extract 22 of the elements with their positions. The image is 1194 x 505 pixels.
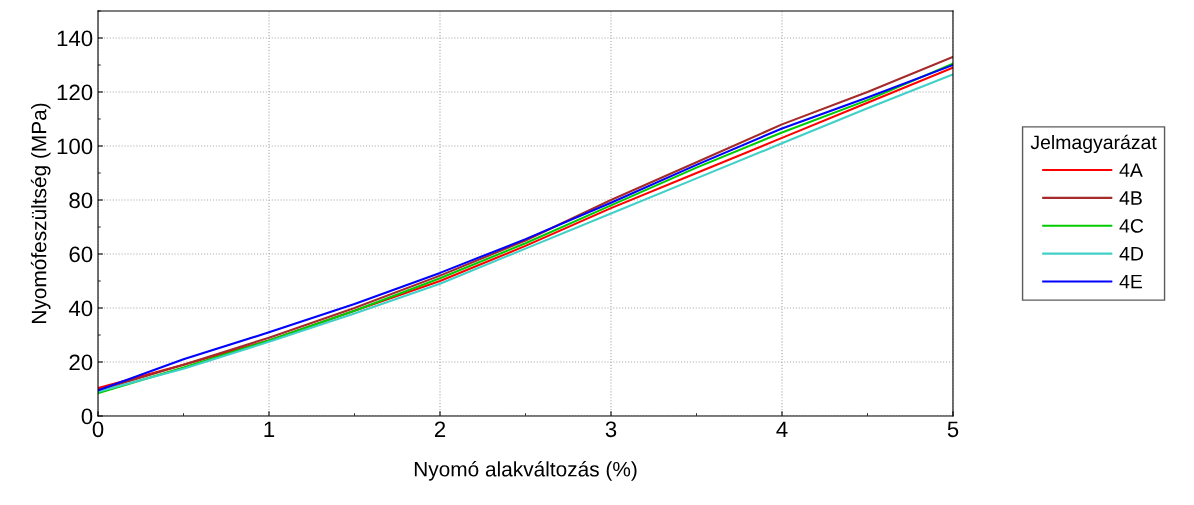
y-tick-label: 60 [69,246,93,263]
x-axis-title: Nyomó alakváltozás (%) [414,461,637,481]
x-tick-label: 3 [605,421,617,438]
legend-title: Jelmagyarázat [1030,134,1157,154]
x-tick-label: 2 [434,421,446,437]
y-tick-label: 0 [81,408,93,425]
y-tick-label: 140 [57,30,93,47]
y-tick-label: 120 [57,84,93,101]
x-tick-label: 1 [264,421,275,437]
x-tick-label: 4 [776,421,788,437]
legend-label: 4B [1119,191,1142,205]
y-tick-label: 20 [69,354,93,371]
legend-label: 4D [1119,247,1143,261]
legend-label: 4C [1119,218,1144,233]
y-tick-label: 80 [69,192,93,209]
y-axis-title: Nyomófeszültség (MPa) [30,103,51,323]
y-tick-label: 40 [68,300,93,317]
legend-label: 4E [1119,274,1143,289]
y-tick-label: 100 [57,138,93,155]
x-tick-label: 0 [92,421,104,438]
x-tick-label: 5 [947,421,959,438]
legend-label: 4A [1119,163,1143,177]
